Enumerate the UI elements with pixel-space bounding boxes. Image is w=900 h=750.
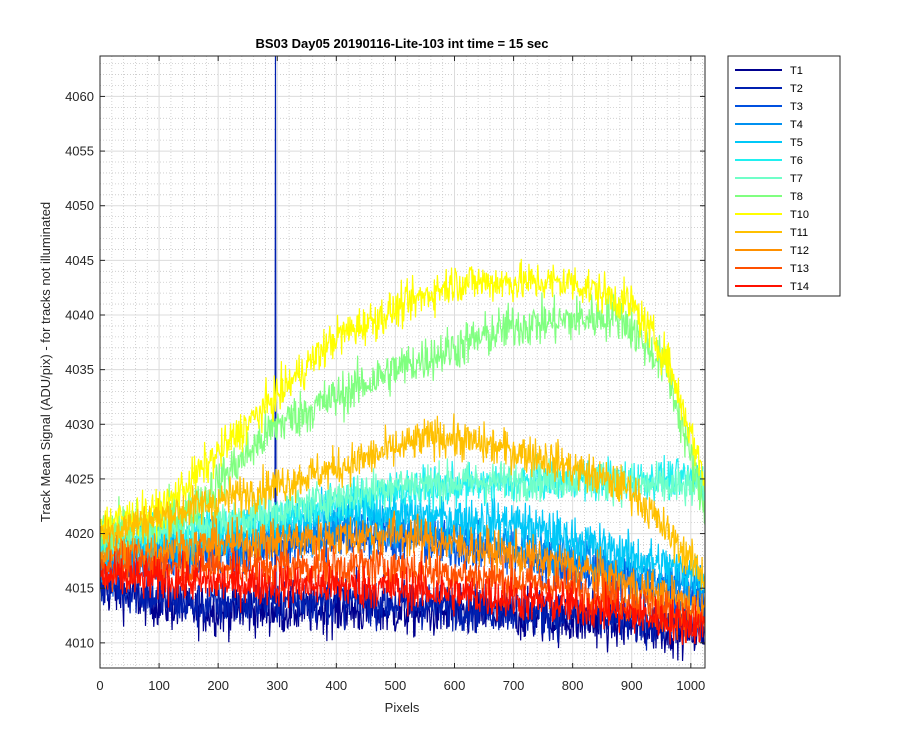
legend-label-t5: T5 bbox=[790, 137, 803, 149]
x-tick-label: 400 bbox=[325, 678, 347, 693]
chart-title: BS03 Day05 20190116-Lite-103 int time = … bbox=[255, 36, 548, 51]
y-tick-label: 4045 bbox=[65, 253, 94, 268]
legend: T1 T2 T3 T4 T5 T6 T7 T8 T10 T11 T12 T13 T14 bbox=[727, 55, 841, 297]
y-tick-label: 4020 bbox=[65, 526, 94, 541]
x-tick-label: 300 bbox=[266, 678, 288, 693]
series-line-t10 bbox=[100, 258, 705, 543]
legend-label-t1: T1 bbox=[790, 65, 803, 77]
plot-frame bbox=[99, 55, 706, 669]
legend-label-t13: T13 bbox=[790, 263, 809, 275]
y-tick-label: 4030 bbox=[65, 417, 94, 432]
x-tick-label: 0 bbox=[96, 678, 103, 693]
legend-label-t8: T8 bbox=[790, 191, 803, 203]
y-tick-label: 4040 bbox=[65, 308, 94, 323]
x-tick-label: 100 bbox=[148, 678, 170, 693]
legend-label-t11: T11 bbox=[790, 227, 808, 239]
legend-label-t10: T10 bbox=[790, 209, 809, 221]
y-tick-label: 4060 bbox=[65, 89, 94, 104]
series-line-t8 bbox=[100, 292, 705, 562]
series-line-t14 bbox=[100, 550, 705, 645]
x-tick-label: 900 bbox=[621, 678, 643, 693]
y-tick-label: 4010 bbox=[65, 635, 94, 650]
legend-label-t7: T7 bbox=[790, 173, 803, 185]
x-tick-label: 500 bbox=[385, 678, 407, 693]
y-tick-label: 4015 bbox=[65, 581, 94, 596]
x-tick-label: 800 bbox=[562, 678, 584, 693]
x-tick-label: 200 bbox=[207, 678, 229, 693]
y-tick-label: 4025 bbox=[65, 471, 94, 486]
legend-label-t2: T2 bbox=[790, 83, 803, 95]
legend-label-t4: T4 bbox=[790, 119, 803, 131]
series-layer bbox=[100, 56, 705, 662]
y-axis-label: Track Mean Signal (ADU/pix) - for tracks… bbox=[38, 202, 53, 522]
legend-label-t3: T3 bbox=[790, 101, 803, 113]
ticks: 0 100 200 300 400 500 600 700 800 900 1000 4010 4015… bbox=[65, 56, 705, 693]
legend-label-t6: T6 bbox=[790, 155, 803, 167]
x-tick-label: 1000 bbox=[676, 678, 705, 693]
legend-label-t14: T14 bbox=[790, 281, 809, 293]
legend-label-t12: T12 bbox=[790, 245, 809, 257]
x-axis-label: Pixels bbox=[385, 700, 420, 715]
y-tick-label: 4055 bbox=[65, 144, 94, 159]
x-tick-label: 600 bbox=[444, 678, 466, 693]
series-line-t11 bbox=[100, 413, 705, 591]
x-tick-label: 700 bbox=[503, 678, 525, 693]
y-tick-label: 4050 bbox=[65, 198, 94, 213]
legend-box bbox=[727, 55, 841, 297]
y-tick-label: 4035 bbox=[65, 362, 94, 377]
